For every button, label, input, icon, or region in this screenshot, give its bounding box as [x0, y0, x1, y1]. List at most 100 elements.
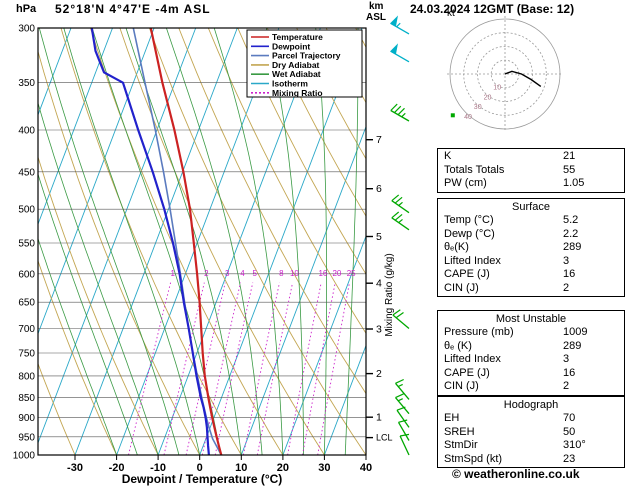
storm-motion-marker [450, 113, 455, 118]
param-value: 1.05 [563, 177, 585, 189]
svg-text:0: 0 [197, 462, 203, 474]
svg-text:3: 3 [376, 324, 382, 336]
wind-barb [399, 433, 410, 456]
dewpoint-curve [90, 28, 210, 455]
svg-text:10: 10 [493, 85, 501, 92]
wind-barb-column [389, 15, 410, 456]
svg-text:350: 350 [18, 78, 35, 89]
wind-barb [396, 406, 410, 428]
hodograph-trace [504, 70, 542, 87]
hodograph-table: Hodograph EH 70 SREH 50 StmDir 310° StmS… [437, 396, 625, 468]
legend-label: Wet Adiabat [272, 69, 321, 79]
pressure-axis-unit: hPa [16, 3, 37, 15]
param-row: CAPE (J) 16 [438, 268, 624, 282]
plot-grid: 1 2 3 4 5 8 10 16 20 25 [38, 28, 366, 455]
svg-text:5: 5 [252, 269, 257, 278]
svg-text:4: 4 [240, 269, 245, 278]
param-row: Lifted Index 3 [438, 353, 624, 367]
param-label: PW (cm) [444, 177, 487, 189]
svg-text:950: 950 [18, 432, 35, 443]
indices-table: K 21 Totals Totals 55 PW (cm) 1.05 [437, 148, 625, 193]
mixing-axis-title: Mixing Ratio (g/kg) [384, 253, 395, 336]
svg-text:600: 600 [18, 269, 35, 280]
param-row: K 21 [438, 150, 624, 164]
param-label: Dewp (°C) [444, 227, 495, 240]
param-label: CAPE (J) [444, 268, 490, 280]
mixing-ratio-lines [128, 282, 350, 455]
temp-axis-title: Dewpoint / Temperature (°C) [122, 472, 283, 486]
param-value: 70 [563, 412, 576, 424]
param-value: 289 [563, 339, 582, 352]
svg-text:750: 750 [18, 348, 35, 359]
param-label: CAPE (J) [444, 366, 490, 379]
svg-text:25: 25 [347, 269, 356, 278]
lcl-label: LCL [376, 433, 393, 443]
svg-text:300: 300 [18, 24, 35, 35]
table-title: Surface [512, 201, 550, 213]
param-value: 55 [563, 163, 576, 176]
wind-barb [397, 419, 410, 441]
svg-text:800: 800 [18, 371, 35, 382]
svg-text:7: 7 [376, 134, 382, 146]
param-value: 310° [563, 439, 586, 451]
param-label: CIN (J) [444, 281, 479, 294]
legend-label: Isotherm [272, 79, 308, 89]
legend-label: Parcel Trajectory [272, 51, 341, 61]
svg-text:500: 500 [18, 205, 35, 216]
svg-text:10: 10 [290, 269, 299, 278]
param-row: CAPE (J) 16 [438, 367, 624, 381]
table-title: Most Unstable [495, 313, 567, 325]
svg-text:-30: -30 [67, 462, 83, 474]
wind-barb [395, 393, 410, 415]
param-value: 5.2 [563, 214, 579, 226]
param-label: Lifted Index [444, 353, 501, 365]
param-value: 21 [563, 150, 576, 162]
legend-label: Dry Adiabat [272, 60, 320, 70]
param-row: Totals Totals 55 [438, 164, 624, 178]
axis-labels: 3003504004505005506006507007508008509009… [13, 24, 395, 486]
table-title: Hodograph [503, 399, 559, 411]
param-label: CIN (J) [444, 380, 479, 392]
svg-text:1: 1 [376, 412, 382, 424]
svg-text:40: 40 [360, 462, 372, 474]
wind-barb [389, 43, 410, 63]
param-label: Lifted Index [444, 254, 501, 267]
hodograph-unit-label: kt [447, 8, 455, 19]
svg-text:16: 16 [318, 269, 327, 278]
param-row: Lifted Index 3 [438, 255, 624, 269]
param-value: 23 [563, 452, 576, 465]
param-value: 16 [563, 366, 576, 379]
param-value: 289 [563, 241, 582, 253]
param-row: CIN (J) 2 [438, 282, 624, 296]
param-row: Dewp (°C) 2.2 [438, 228, 624, 242]
station-title: 52°18'N 4°47'E -4m ASL [55, 2, 211, 16]
svg-text:450: 450 [18, 167, 35, 178]
svg-text:30: 30 [474, 104, 482, 111]
param-label: StmDir [444, 439, 478, 451]
svg-text:30: 30 [318, 462, 330, 474]
param-row: StmSpd (kt) 23 [438, 453, 624, 467]
isotherm-lines [38, 28, 366, 455]
param-label: Pressure (mb) [444, 326, 514, 338]
wind-barb [391, 194, 410, 214]
mixing-ratio-labels: 1 2 3 4 5 8 10 16 20 25 [170, 269, 356, 278]
svg-text:5: 5 [376, 231, 382, 243]
svg-text:700: 700 [18, 324, 35, 335]
param-label: Totals Totals [444, 163, 505, 176]
param-label: K [444, 150, 452, 162]
param-value: 3 [563, 353, 570, 365]
param-value: 16 [563, 268, 576, 280]
param-row: Pressure (mb) 1009 [438, 326, 624, 340]
param-label: θₑ (K) [444, 339, 472, 352]
copyright: © weatheronline.co.uk [452, 467, 580, 481]
legend-label: Dewpoint [272, 41, 310, 51]
svg-text:3: 3 [225, 269, 230, 278]
asl-axis-label: ASL [366, 12, 386, 23]
svg-text:650: 650 [18, 298, 35, 309]
param-value: 2.2 [563, 227, 579, 240]
param-row: EH 70 [438, 412, 624, 426]
